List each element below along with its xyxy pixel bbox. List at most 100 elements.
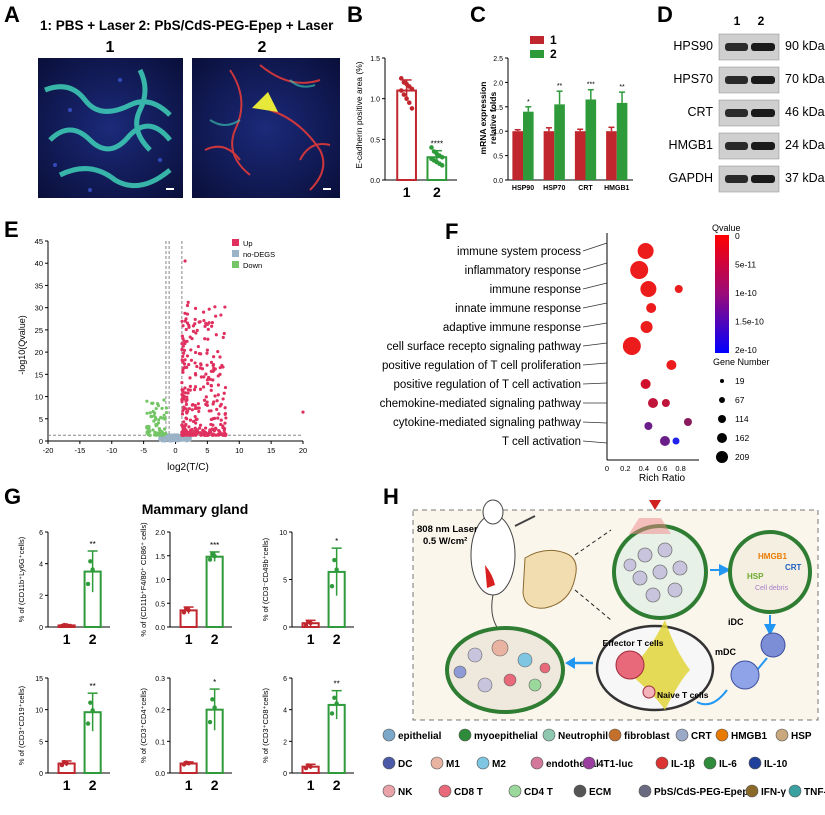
y-tick-label: 2.0 [493, 80, 503, 87]
y-tick-label: 45 [35, 237, 43, 246]
term-label: T cell activation [502, 436, 581, 448]
point-up [219, 418, 223, 422]
point-up [180, 388, 184, 392]
panel-g: G Mammary gland 0 2 4 6 1 2 **% of (CD11b⁺Ly6G… [0, 480, 375, 810]
point-down [151, 428, 155, 432]
point-up [212, 355, 216, 359]
y-tick-label: 10 [35, 393, 43, 402]
panel-c: C mRNA expression relative folds 0.0 0.5 1… [468, 0, 648, 205]
y-tick-label: 1.0 [155, 578, 165, 585]
y-tick-label: 10 [35, 708, 43, 715]
point-up [213, 394, 217, 398]
data-point [88, 559, 93, 564]
point-up [214, 314, 218, 318]
point-up [202, 429, 206, 434]
y-tick-label: 0.0 [155, 771, 165, 778]
x-tick-label: 5 [205, 446, 209, 455]
il1b-icon [655, 756, 669, 770]
lane-label-1: 1 [734, 14, 741, 28]
size-legend-label: 209 [735, 452, 749, 462]
category-label: 2 [211, 631, 219, 647]
dc-icon [382, 756, 396, 770]
effector-tag: Effector T cells [603, 638, 664, 648]
point-up [187, 362, 191, 367]
y-tick-label: 35 [35, 281, 43, 290]
data-point [409, 86, 415, 92]
western-blot: D 1 2 HPS90 90 kDa HPS70 70 kDa CRT 46 kDa HMG… [657, 2, 825, 193]
category-label: 2 [333, 777, 341, 793]
point-down [161, 416, 165, 420]
term-leader-line [582, 242, 608, 252]
point-up [223, 421, 227, 425]
il6-icon [703, 756, 717, 770]
term-label: positive regulation of T cell activation [393, 379, 581, 391]
band-lane-1 [725, 109, 748, 117]
subplot-ylabel: % of (CD11b⁺Ly6G⁺cells) [17, 536, 26, 622]
y-tick-label: 6 [39, 530, 43, 537]
x-tick-label: 15 [267, 446, 275, 455]
legend-label: NK [398, 787, 413, 798]
point-up [199, 432, 203, 436]
point-up [202, 375, 206, 379]
x-tick-label: 0.4 [639, 464, 649, 473]
fibroblast-icon [608, 728, 622, 742]
point-up [189, 348, 193, 352]
point-down [153, 430, 157, 434]
data-point [90, 708, 95, 713]
significance-mark: ** [619, 84, 625, 91]
point-up [186, 391, 190, 395]
size-legend-dot [718, 415, 726, 423]
point-up [205, 378, 210, 382]
point-down [152, 419, 156, 423]
data-point [88, 700, 93, 705]
kda-label: 24 kDa [785, 138, 825, 152]
y-tick-label: 25 [35, 326, 43, 335]
arrowhead-marker [252, 92, 278, 112]
bubble [674, 285, 683, 293]
significance-mark: *** [587, 82, 595, 89]
band-lane-2 [751, 76, 775, 84]
point-up [188, 335, 192, 339]
point-up [219, 402, 223, 406]
data-point [186, 607, 191, 613]
chart-c-ylabel-2: relative folds [488, 92, 498, 145]
laser-text-2: 0.5 W/cm² [423, 536, 467, 547]
qvalue-colorbar [715, 235, 729, 353]
point-down [164, 406, 169, 410]
nanoparticle-icon [638, 784, 652, 798]
category-label: 1 [307, 777, 315, 793]
point-up [198, 387, 203, 391]
significance-mark: *** [210, 541, 219, 550]
significance-mark: ** [90, 540, 96, 549]
category-label: HMGB1 [604, 185, 629, 192]
bar-HSP90-series-1 [512, 131, 523, 180]
y-tick-label: 0.1 [155, 739, 165, 746]
data-point [332, 695, 337, 700]
point-up [217, 428, 221, 433]
y-tick-label: 5 [39, 415, 43, 424]
point-up [204, 426, 208, 430]
point-no-degs [173, 437, 177, 441]
point-up [183, 391, 187, 395]
point-up [211, 369, 215, 374]
x-tick-label: 0.2 [620, 464, 630, 473]
legend-label: HSP [791, 731, 812, 742]
point-no-degs [186, 437, 190, 441]
term-leader-line [582, 382, 608, 385]
y-tick-label: 4 [39, 562, 43, 569]
term-label: immune response [490, 284, 581, 296]
point-up [201, 310, 206, 314]
size-legend-label: 67 [735, 395, 745, 405]
point-up [180, 431, 184, 435]
point-up [209, 422, 213, 427]
term-leader-line [582, 262, 608, 271]
panel-a-letter: A [4, 2, 20, 27]
legend-label: Down [243, 261, 262, 270]
y-tick-label: 15 [35, 370, 43, 379]
point-down [145, 411, 149, 415]
data-point [303, 622, 309, 628]
qvalue-tick-label: 1.5e-10 [735, 317, 764, 327]
point-no-degs [176, 433, 180, 437]
